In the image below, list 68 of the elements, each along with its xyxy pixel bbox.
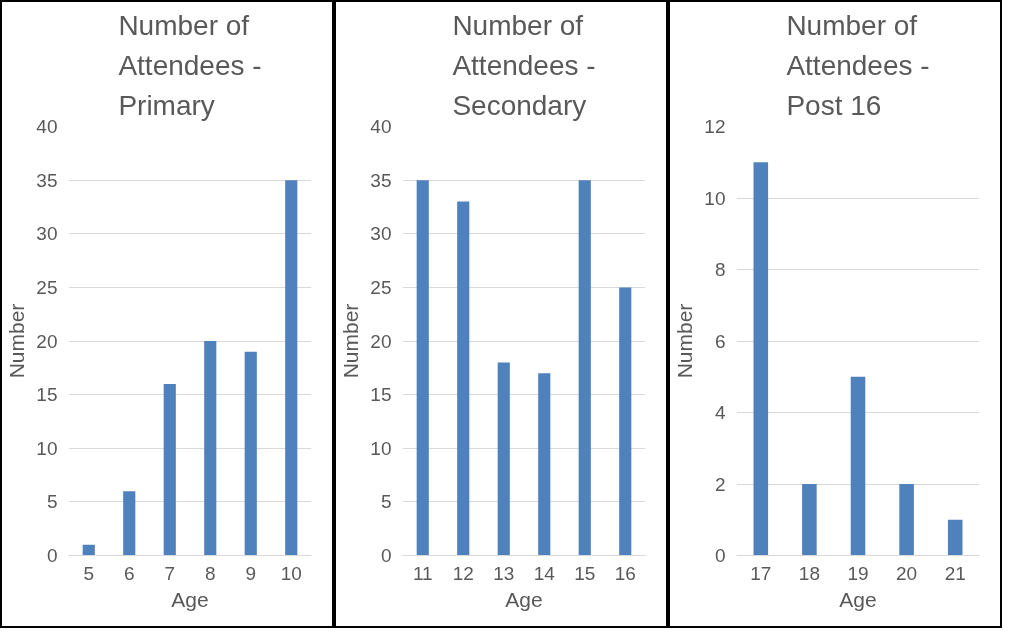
- y-tick-label: 12: [704, 116, 726, 137]
- y-tick-label: 35: [370, 169, 392, 191]
- y-axis-title: Number: [339, 303, 363, 379]
- x-tick-label: 16: [614, 562, 636, 584]
- x-tick-label: 21: [944, 562, 966, 584]
- x-tick-label: 10: [280, 562, 302, 584]
- x-tick-label: 6: [123, 562, 135, 584]
- y-tick-label: 0: [714, 545, 726, 566]
- bar: [578, 180, 591, 556]
- x-tick-label: 8: [204, 562, 216, 584]
- y-tick-label: 40: [370, 116, 392, 137]
- y-tick-label: 10: [36, 437, 58, 459]
- bar: [619, 287, 632, 556]
- y-tick-label: 10: [704, 187, 726, 209]
- chart-title: Number of Attendees - Primary: [118, 9, 262, 122]
- x-tick-label: 19: [847, 562, 869, 584]
- bar: [753, 162, 769, 556]
- bar: [285, 180, 298, 556]
- y-tick-label: 25: [36, 276, 58, 298]
- bar: [82, 544, 95, 556]
- x-tick-label: 15: [574, 562, 596, 584]
- x-tick-label: 13: [493, 562, 515, 584]
- bar: [244, 351, 257, 556]
- x-tick-label: 14: [533, 562, 556, 584]
- bar: [163, 383, 176, 556]
- y-axis-title: Number: [673, 303, 697, 379]
- y-tick-label: 5: [380, 491, 392, 513]
- y-tick-label: 2: [714, 473, 726, 495]
- y-tick-label: 10: [370, 437, 392, 459]
- y-tick-label: 40: [36, 116, 58, 137]
- y-tick-label: 0: [46, 545, 58, 566]
- y-tick-label: 25: [370, 276, 392, 298]
- bar: [497, 362, 510, 556]
- bar: [204, 341, 217, 556]
- y-tick-label: 4: [714, 402, 726, 423]
- bar: [538, 373, 551, 556]
- y-tick-label: 20: [36, 330, 58, 352]
- bar: [802, 484, 817, 556]
- x-axis-title: Age: [839, 587, 877, 611]
- bar: [899, 484, 914, 556]
- x-axis-title: Age: [505, 587, 543, 611]
- y-tick-label: 6: [714, 330, 726, 352]
- x-tick-label: 7: [164, 562, 176, 584]
- y-tick-label: 15: [36, 384, 58, 406]
- y-tick-label: 5: [46, 491, 58, 513]
- y-axis-title: Number: [5, 303, 29, 379]
- bar: [416, 180, 429, 556]
- bar: [457, 201, 470, 556]
- y-tick-label: 35: [36, 169, 58, 191]
- bar: [123, 491, 136, 556]
- bar: [850, 376, 866, 556]
- y-tick-label: 15: [370, 384, 392, 406]
- x-tick-label: 11: [412, 562, 433, 584]
- chart-title: Number of Attendees - Secondary: [452, 9, 596, 122]
- x-axis-title: Age: [171, 587, 209, 611]
- bar: [947, 519, 963, 556]
- chart-title: Number of Attendees - Post 16: [786, 9, 930, 122]
- x-tick-label: 17: [750, 562, 772, 584]
- x-tick-label: 9: [245, 562, 257, 584]
- x-tick-label: 5: [83, 562, 95, 584]
- x-tick-label: 18: [798, 562, 820, 584]
- x-tick-label: 12: [452, 562, 474, 584]
- x-tick-label: 20: [896, 562, 918, 584]
- y-tick-label: 8: [714, 259, 726, 280]
- y-tick-label: 20: [370, 330, 392, 352]
- y-tick-label: 0: [380, 545, 392, 566]
- y-tick-label: 30: [370, 223, 392, 245]
- y-tick-label: 30: [36, 223, 58, 245]
